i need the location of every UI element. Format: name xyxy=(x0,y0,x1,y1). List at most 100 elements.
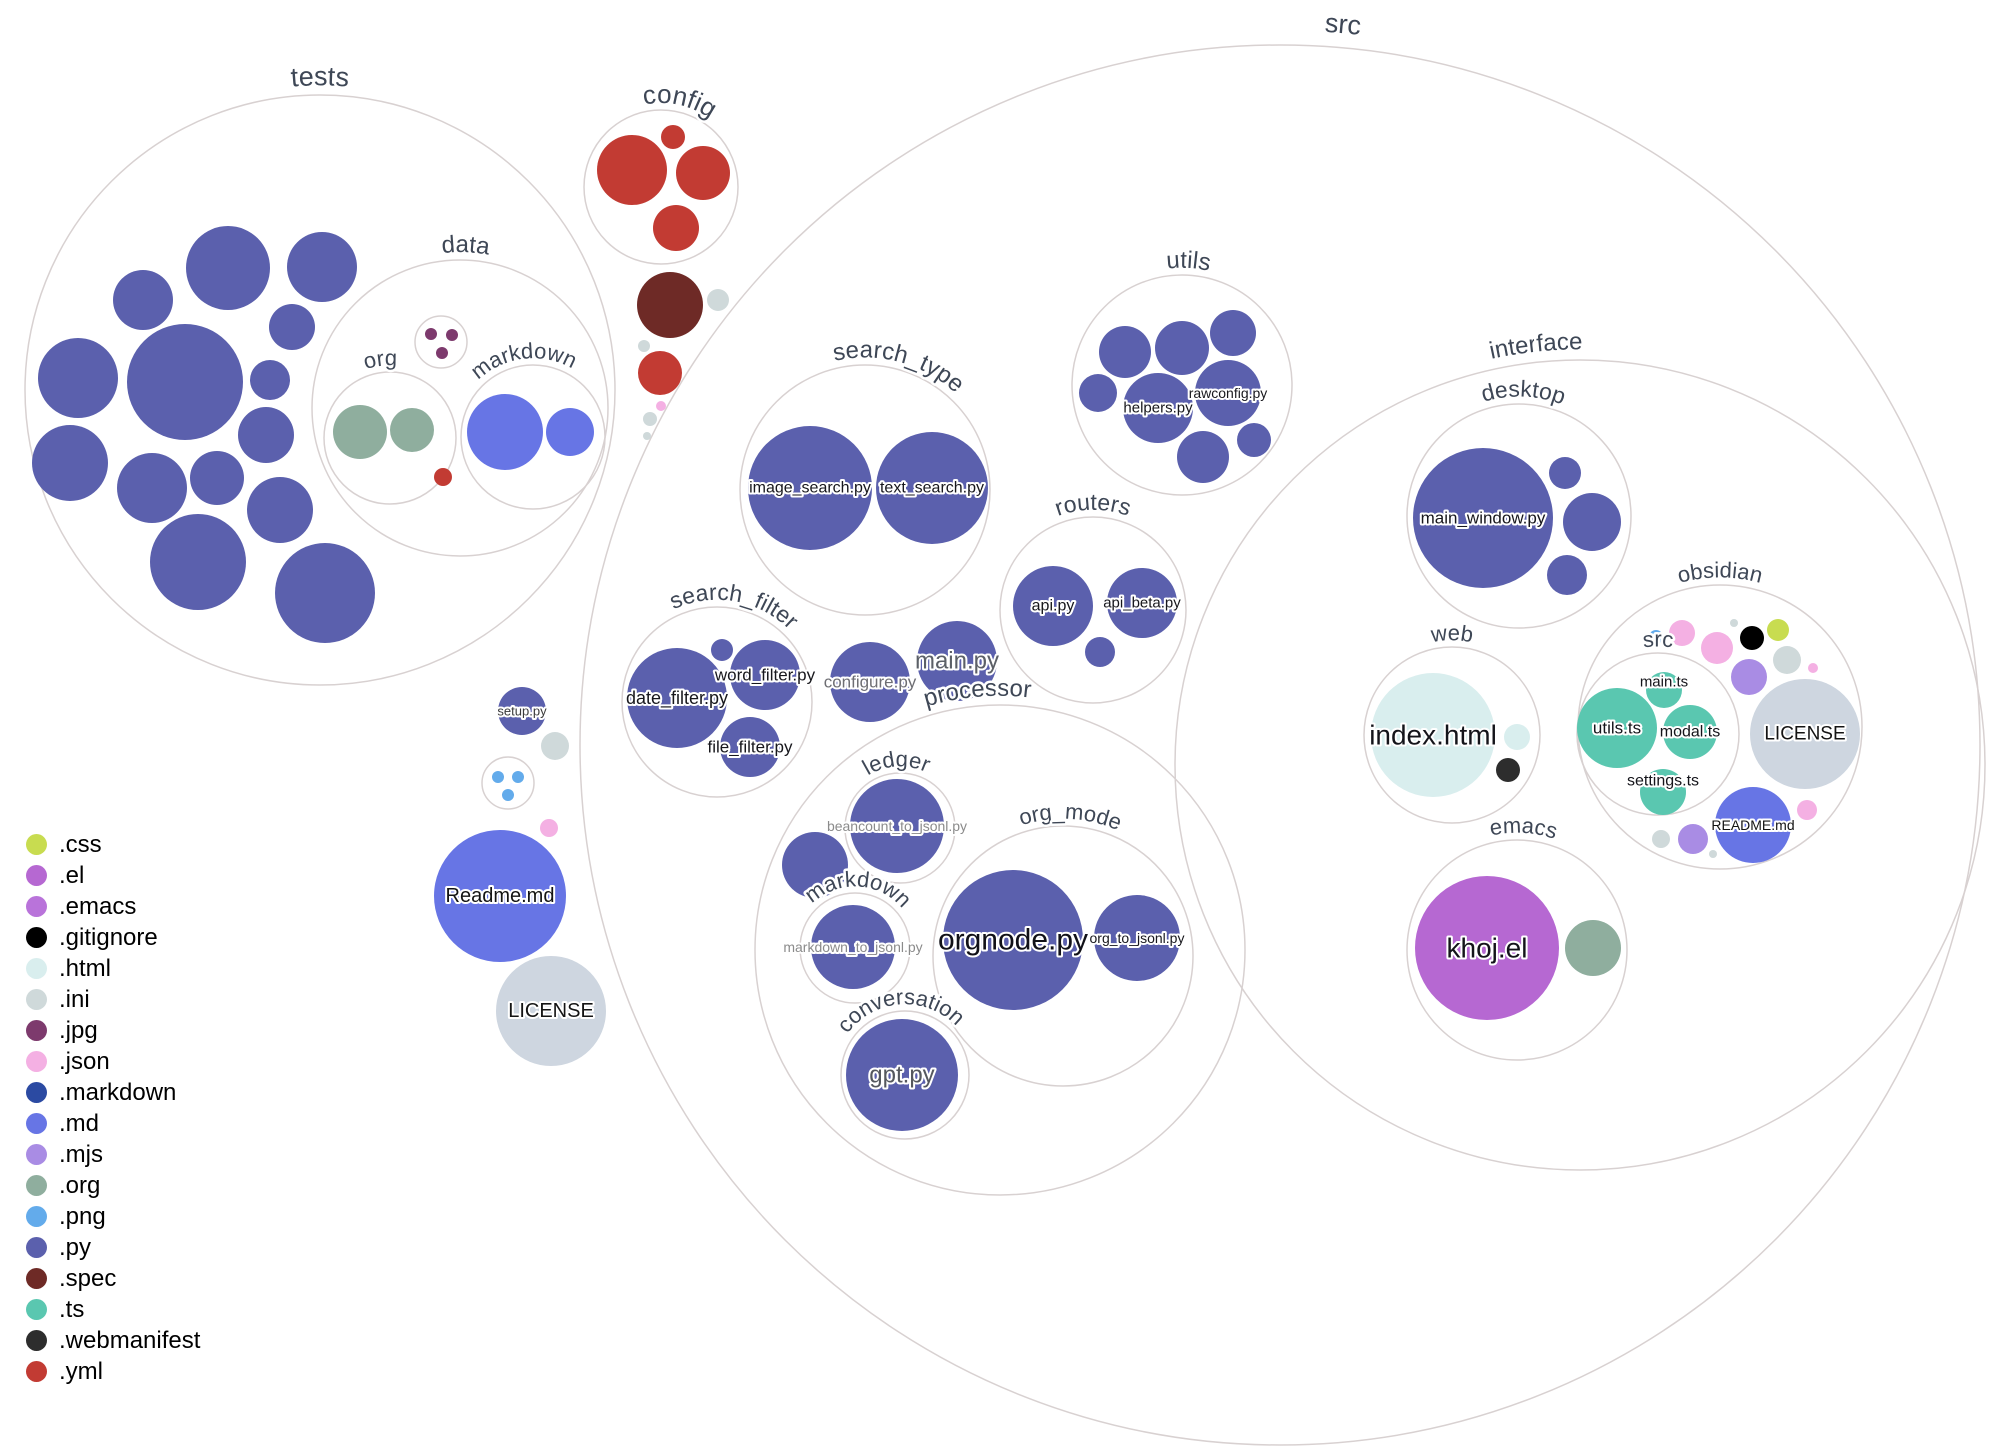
file-circle-jpg-15 xyxy=(446,329,458,341)
folder-circle-data-org xyxy=(323,371,457,505)
file-circle-py-56 xyxy=(1237,423,1271,457)
legend-item-jpg: .jpg xyxy=(26,1015,200,1046)
legend-label-ts: .ts xyxy=(59,1295,85,1323)
file-label-helpers.py: helpers.py xyxy=(1123,400,1193,417)
file-label-date_filter.py: date_filter.py xyxy=(626,688,728,709)
folder-circle-obsidian-src xyxy=(1576,652,1740,816)
folder-circle-utils xyxy=(1071,274,1293,496)
legend-label-gitignore: .gitignore xyxy=(59,923,158,951)
file-circle-py-0 xyxy=(186,226,270,310)
legend-item-emacs: .emacs xyxy=(26,891,200,922)
folder-circle-interface xyxy=(1174,359,1986,1171)
file-label-image_search.py: image_search.py xyxy=(749,480,871,497)
file-label-api.py: api.py xyxy=(1032,598,1075,615)
legend-item-ini: .ini xyxy=(26,984,200,1015)
legend-label-markdown: .markdown xyxy=(59,1078,177,1106)
file-circle-json-38 xyxy=(540,819,558,837)
legend-label-json: .json xyxy=(59,1047,110,1075)
css-color-swatch xyxy=(26,834,47,855)
file-circle-py-13 xyxy=(275,543,375,643)
file-circle-LICENSE xyxy=(1750,679,1860,789)
legend-label-yml: .yml xyxy=(59,1357,103,1385)
file-circle-py-54 xyxy=(1079,374,1117,412)
el-color-swatch xyxy=(26,865,47,886)
file-circle-LICENSE xyxy=(496,956,606,1066)
legend: .css .el .emacs .gitignore .html .ini .jpg .jso… xyxy=(26,829,200,1387)
folder-label-data-markdown: markdown xyxy=(466,338,581,384)
file-circle-yml-29 xyxy=(638,351,682,395)
folder-circle-data-images xyxy=(414,315,468,369)
file-circle-org-74 xyxy=(1565,920,1621,976)
org-color-swatch xyxy=(26,1175,47,1196)
file-circle-ini-91 xyxy=(1652,830,1670,848)
legend-label-org: .org xyxy=(59,1171,101,1199)
file-circle-json-87 xyxy=(1808,663,1818,673)
file-label-khoj.el: khoj.el xyxy=(1447,933,1528,964)
folder-label-routers: routers xyxy=(1051,489,1134,521)
legend-item-gitignore: .gitignore xyxy=(26,922,200,953)
spec-color-swatch xyxy=(26,1268,47,1289)
file-label-settings.ts: settings.ts xyxy=(1627,773,1699,790)
file-circle-text_search.py xyxy=(876,432,988,544)
legend-item-py: .py xyxy=(26,1232,200,1263)
legend-label-webmanifest: .webmanifest xyxy=(59,1326,201,1354)
file-circle-main_window.py xyxy=(1413,448,1553,588)
file-label-utils.ts: utils.ts xyxy=(1593,719,1641,738)
file-label-main.ts: main.ts xyxy=(1640,674,1688,691)
file-circle-md-19 xyxy=(467,394,543,470)
legend-label-html: .html xyxy=(59,954,112,982)
file-label-rawconfig.py: rawconfig.py xyxy=(1189,385,1268,401)
legend-item-org: .org xyxy=(26,1170,200,1201)
file-circle-image_search.py xyxy=(748,426,872,550)
file-circle-png-36 xyxy=(512,771,524,783)
file-circle-jpg-14 xyxy=(425,328,437,340)
file-label-main.py: main.py xyxy=(915,648,999,675)
legend-label-ini: .ini xyxy=(59,985,90,1013)
file-circle-yml-21 xyxy=(434,468,452,486)
file-circle-png-35 xyxy=(492,771,504,783)
file-circle-py-51 xyxy=(1099,326,1151,378)
file-circle-json-90 xyxy=(1797,800,1817,820)
file-circle-py-5 xyxy=(127,324,243,440)
file-circle-org_to_jsonl.py xyxy=(1094,895,1180,981)
file-circle-settings.ts xyxy=(1640,769,1686,815)
file-circle-css-84 xyxy=(1767,619,1789,641)
legend-item-css: .css xyxy=(26,829,200,860)
file-circle-json-30 xyxy=(656,401,666,411)
png-color-swatch xyxy=(26,1206,47,1227)
file-circle-py-55 xyxy=(1177,431,1229,483)
file-label-LICENSE: LICENSE xyxy=(1764,724,1845,745)
markdown-color-swatch xyxy=(26,1082,47,1103)
file-circle-png-37 xyxy=(502,789,514,801)
file-circle-spec-26 xyxy=(637,272,703,338)
file-circle-api_beta.py xyxy=(1107,568,1177,638)
file-label-setup.py: setup.py xyxy=(497,704,547,719)
file-circle-py-52 xyxy=(1155,321,1209,375)
file-circle-py-9 xyxy=(117,453,187,523)
file-circle-ini-93 xyxy=(1709,850,1717,858)
folder-label-search-type: search_type xyxy=(831,336,970,398)
jpg-color-swatch xyxy=(26,1020,47,1041)
file-circle-ini-31 xyxy=(643,412,657,426)
file-label-main_window.py: main_window.py xyxy=(1421,509,1546,528)
folder-circle-data xyxy=(311,259,609,557)
file-circle-md-20 xyxy=(546,408,594,456)
folder-circle-config xyxy=(583,109,739,265)
file-circle-json-81 xyxy=(1701,632,1733,664)
folder-label-emacs: emacs xyxy=(1488,812,1561,843)
file-circle-helpers.py xyxy=(1123,373,1193,443)
folder-circle-root-pngs xyxy=(481,756,535,810)
legend-item-yml: .yml xyxy=(26,1356,200,1387)
file-circle-py-69 xyxy=(1547,555,1587,595)
file-circle-gpt.py xyxy=(846,1019,958,1131)
yml-color-swatch xyxy=(26,1361,47,1382)
gitignore-color-swatch xyxy=(26,927,47,948)
md-color-swatch xyxy=(26,1113,47,1134)
file-circle-markdown_to_jsonl.py xyxy=(811,905,895,989)
file-circle-file_filter.py xyxy=(720,717,780,777)
ts-color-swatch xyxy=(26,1299,47,1320)
legend-item-spec: .spec xyxy=(26,1263,200,1294)
legend-label-spec: .spec xyxy=(59,1264,117,1292)
